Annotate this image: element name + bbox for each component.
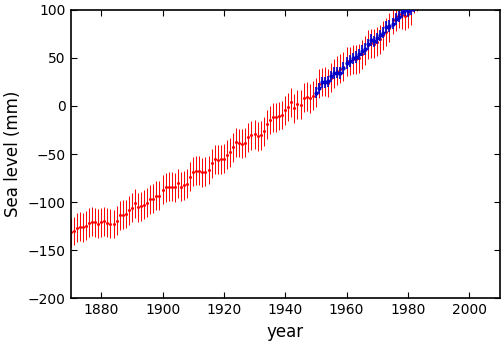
Y-axis label: Sea level (mm): Sea level (mm) xyxy=(4,91,22,217)
X-axis label: year: year xyxy=(267,323,304,341)
